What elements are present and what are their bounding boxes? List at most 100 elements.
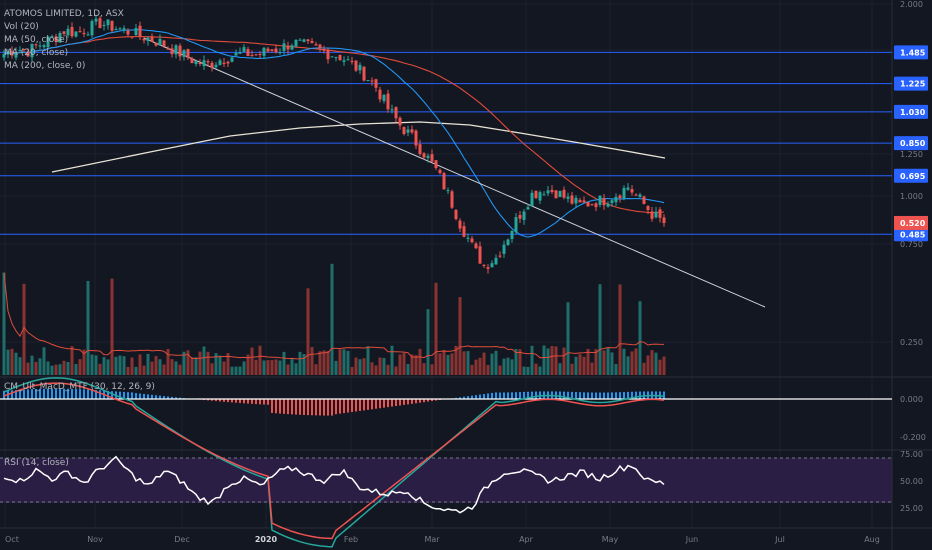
volume-bar: [178, 364, 182, 375]
candle-body: [370, 80, 374, 82]
candle-body: [122, 28, 126, 30]
level-tag: [894, 45, 928, 60]
candle-body: [150, 36, 154, 42]
legend-vol[interactable]: Vol (20): [4, 22, 39, 32]
time-tick-label: Aug: [864, 535, 880, 544]
volume-bar: [574, 356, 578, 375]
volume-bar: [610, 352, 614, 375]
volume-bar: [606, 347, 610, 375]
macd-histogram-bar: [591, 392, 593, 399]
macd-tick-label: -0.200: [900, 433, 926, 442]
macd-histogram-bar: [19, 389, 21, 399]
volume-bar: [170, 359, 174, 375]
macd-histogram-bar: [379, 399, 381, 409]
candle-body: [162, 40, 166, 47]
candle-body: [590, 204, 594, 206]
volume-bar: [274, 359, 278, 375]
volume-bar: [166, 349, 170, 375]
candle-body: [130, 36, 134, 38]
macd-histogram-bar: [107, 390, 109, 399]
candle-body: [174, 45, 178, 55]
volume-bar: [286, 364, 290, 375]
macd-histogram-bar: [151, 394, 153, 399]
legend-ma200[interactable]: MA (200, close, 0): [4, 61, 86, 71]
candle-body: [246, 49, 250, 56]
time-tick-label: Dec: [174, 535, 189, 544]
macd-histogram-bar: [127, 392, 129, 399]
macd-histogram-bar: [499, 392, 501, 399]
volume-bar: [346, 350, 350, 375]
candle-body: [406, 129, 410, 133]
volume-bar: [458, 297, 462, 375]
volume-bar: [366, 346, 370, 375]
macd-histogram-bar: [215, 399, 217, 402]
macd-histogram-bar: [503, 392, 505, 399]
macd-histogram-bar: [387, 399, 389, 408]
candle-body: [478, 246, 482, 264]
candle-body: [514, 217, 518, 233]
macd-histogram-bar: [403, 399, 405, 405]
horizontal-levels[interactable]: [0, 51, 892, 235]
volume-bar: [138, 354, 142, 375]
volume-bar: [538, 366, 542, 375]
volume-bar: [114, 356, 118, 375]
rsi-legend[interactable]: RSI (14, close): [4, 458, 69, 468]
candle-body: [270, 49, 274, 51]
macd-legend[interactable]: CM_Ult_MacD_MTF (30, 12, 26, 9): [4, 382, 155, 392]
chart-legend: ATOMOS LIMITED, 1D, ASX Vol (20) MA (50,…: [4, 8, 124, 73]
time-axis[interactable]: Oct Nov Dec 2020 Feb Mar Apr May Jun Jul Aug: [5, 535, 880, 544]
volume-bar: [358, 359, 362, 375]
candle-body: [186, 49, 190, 58]
candle-body: [6, 51, 10, 55]
macd-histogram-bar: [639, 391, 641, 399]
trendline-resistance[interactable]: [143, 37, 766, 308]
volume-bar: [146, 353, 150, 375]
volume-bar: [66, 361, 70, 375]
candle-body: [598, 195, 602, 205]
candle-body: [566, 196, 570, 199]
volume-bar: [266, 360, 270, 375]
symbol-title[interactable]: ATOMOS LIMITED, 1D, ASX: [4, 9, 124, 19]
volume-bar: [526, 366, 530, 375]
macd-histogram-bar: [179, 397, 181, 399]
candle-body: [242, 47, 246, 52]
macd-histogram-bar: [559, 391, 561, 399]
candle-body: [486, 267, 490, 269]
candle-body: [398, 117, 402, 126]
volume-bar: [470, 364, 474, 375]
volume-bar: [46, 361, 50, 375]
macd-histogram-bar: [35, 388, 37, 399]
legend-ma50[interactable]: MA (50, close): [4, 35, 69, 45]
rsi-tick-label: 25.00: [900, 504, 923, 513]
volume-bar: [602, 350, 606, 375]
candle-body: [430, 154, 434, 162]
macd-histogram-bar: [11, 390, 13, 399]
macd-histogram-bar: [395, 399, 397, 407]
time-tick-label: Oct: [5, 535, 19, 544]
volume-bar: [26, 362, 30, 375]
volume-bar: [70, 346, 74, 375]
macd-histogram-bar: [411, 399, 413, 404]
macd-histogram-bar: [519, 392, 521, 399]
macd-histogram-bar: [55, 388, 57, 399]
macd-histogram-bar: [363, 399, 365, 411]
candle-body: [574, 197, 578, 204]
candle-body: [466, 237, 470, 239]
candle-body: [114, 28, 118, 31]
candle-body: [550, 189, 554, 193]
candle-body: [622, 187, 626, 199]
candle-body: [354, 60, 358, 71]
time-tick-label: Apr: [519, 535, 534, 544]
candle-body: [510, 230, 514, 239]
candle-body: [418, 144, 422, 154]
candle-body: [278, 52, 282, 54]
candle-body: [30, 43, 34, 58]
volume-bar: [442, 350, 446, 375]
candle-body: [314, 44, 318, 46]
volume-bar: [310, 346, 314, 375]
candle-body: [586, 201, 590, 207]
macd-histogram-bar: [87, 389, 89, 399]
legend-ma20[interactable]: MA (20, close): [4, 48, 69, 58]
candle-body: [142, 38, 146, 41]
